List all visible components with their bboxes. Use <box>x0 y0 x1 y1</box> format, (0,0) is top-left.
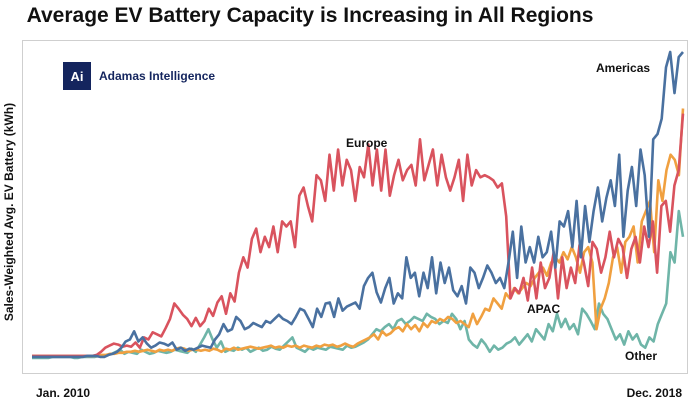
x-tick-end: Dec. 2018 <box>626 386 682 400</box>
plot-area <box>22 40 688 374</box>
source-label: Adamas Intelligence <box>99 69 216 83</box>
annotation-europe: Europe <box>346 136 388 150</box>
series-line-apac <box>32 108 685 358</box>
source-logo: Ai Adamas Intelligence <box>63 62 215 90</box>
annotation-americas: Americas <box>596 61 650 75</box>
series-line-europe <box>32 113 685 358</box>
series-line-americas <box>32 50 684 359</box>
adamas-logo-icon: Ai <box>63 62 91 90</box>
annotation-other: Other <box>625 349 657 363</box>
annotation-apac: APAC <box>527 302 560 316</box>
chart-title: Average EV Battery Capacity is Increasin… <box>26 4 594 27</box>
x-tick-start: Jan. 2010 <box>36 386 91 400</box>
series-line-other <box>32 209 685 360</box>
